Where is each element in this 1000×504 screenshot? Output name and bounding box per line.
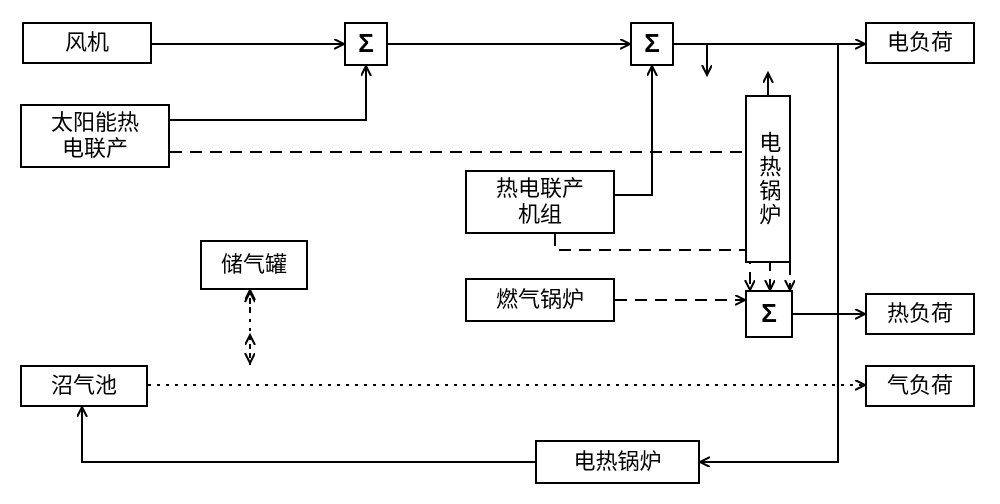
node-solar: 太阳能热电联产 <box>20 104 170 168</box>
node-wind: 风机 <box>22 22 152 64</box>
node-hload: 热负荷 <box>865 293 975 335</box>
node-biogas: 沼气池 <box>20 365 148 407</box>
node-sum1: Σ <box>344 22 388 66</box>
node-sum3: Σ <box>745 290 793 338</box>
connection-layer <box>0 0 1000 504</box>
node-tank: 储气罐 <box>200 240 308 290</box>
node-gload: 气负荷 <box>865 365 975 407</box>
node-sum2: Σ <box>630 22 674 66</box>
node-chp: 热电联产机组 <box>465 170 615 234</box>
node-eheat_v: 电热锅炉 <box>745 95 791 263</box>
node-eload: 电负荷 <box>865 22 975 64</box>
diagram-canvas: 风机太阳能热电联产储气罐沼气池热电联产机组燃气锅炉电热锅炉电热锅炉ΣΣΣ电负荷热… <box>0 0 1000 504</box>
node-gasboiler: 燃气锅炉 <box>465 278 615 322</box>
node-eheat: 电热锅炉 <box>535 440 700 484</box>
